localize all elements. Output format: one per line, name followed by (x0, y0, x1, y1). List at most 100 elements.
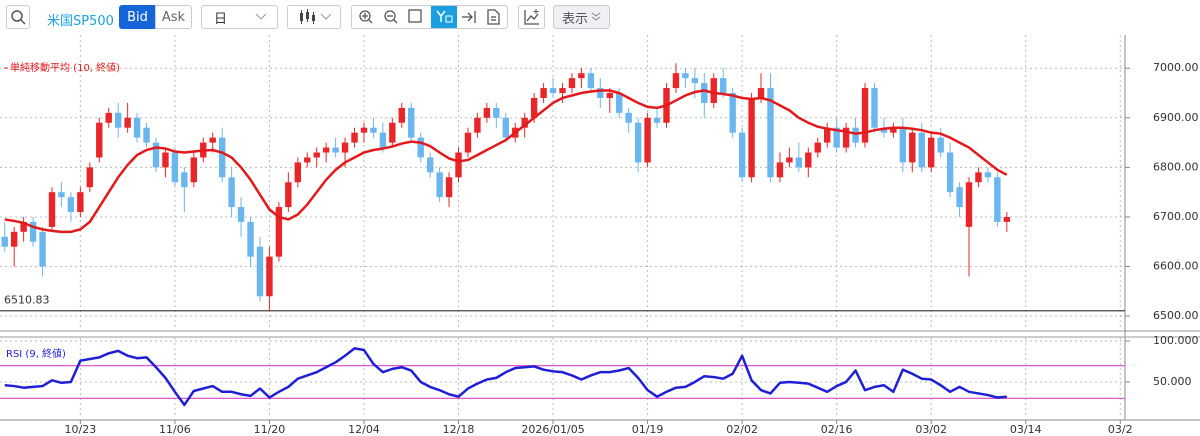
candle-body (275, 207, 283, 257)
candle-body (67, 197, 75, 212)
candle-body (710, 78, 717, 103)
candle-body (530, 97, 538, 118)
candle-body (682, 73, 689, 79)
candle-body (218, 137, 226, 178)
period-label: 日 (214, 11, 228, 27)
candle-body (871, 88, 878, 128)
legend-label: 単純移動平均 (10, 終値) (10, 61, 120, 74)
candle-body (946, 152, 954, 193)
candle-body (644, 117, 651, 163)
candle-body (360, 127, 368, 133)
candle-body (578, 73, 585, 79)
low-line-label: 6510.83 (4, 294, 50, 307)
candle-body (738, 132, 746, 178)
indicator-button[interactable] (518, 5, 545, 29)
candle-body (540, 88, 547, 98)
x-tick-label: 03/02 (915, 423, 947, 436)
candle-body (237, 207, 245, 222)
chevron (255, 13, 267, 20)
candle-body (294, 162, 301, 183)
y-tick-label: 6600.00 (1153, 260, 1199, 273)
candle-body (965, 182, 973, 227)
y-tick-label: 6800.00 (1153, 160, 1199, 173)
candle-body (795, 157, 803, 168)
bid-button[interactable]: Bid (119, 5, 156, 29)
y-tick-label: 6900.00 (1153, 111, 1199, 124)
y-tick-label: 100.000 (1153, 334, 1199, 347)
candle-body (634, 122, 642, 163)
candle-body (209, 137, 216, 143)
legend-label: RSI (9, 終値) (6, 347, 66, 360)
candle-body (152, 142, 160, 168)
candle-body (10, 231, 18, 247)
candle-body (124, 117, 131, 128)
candle-body (313, 152, 320, 158)
candle-body (559, 88, 566, 94)
candle-icon (300, 9, 315, 24)
candle-body (256, 246, 264, 297)
chevron (320, 13, 332, 20)
y-tick-label: 50.000 (1153, 375, 1192, 388)
candle-body (861, 88, 869, 143)
candle-body (720, 78, 727, 94)
candle-body (625, 112, 632, 123)
x-tick-label: 02/02 (726, 423, 758, 436)
candle-body (20, 221, 27, 232)
candle-body (445, 177, 453, 198)
chevron (591, 12, 601, 21)
chart-type-select[interactable] (287, 5, 341, 29)
candle-body (96, 122, 103, 158)
candle-body (332, 147, 339, 153)
candle-body (285, 182, 292, 208)
candle-body (701, 83, 708, 103)
candle-body (729, 93, 736, 133)
candle-body (937, 137, 944, 153)
period-select[interactable]: 日 (201, 5, 278, 29)
candle-body (304, 157, 311, 163)
candle-body (890, 127, 897, 133)
ask-button[interactable]: Ask (155, 5, 192, 29)
y-tick-label: 7000.00 (1153, 61, 1199, 74)
candle-body (247, 221, 254, 257)
display-select[interactable]: 表示 (553, 5, 610, 29)
candle-body (341, 142, 349, 153)
y-tick-label: 6500.00 (1153, 309, 1199, 322)
candle-body (653, 117, 661, 123)
candle-body (389, 122, 396, 143)
x-tick-label: 01/19 (632, 423, 664, 436)
candle-body (1003, 216, 1011, 222)
symbol[interactable]: 米国SP500 (47, 14, 114, 29)
candle-body (162, 152, 169, 168)
candle-body (909, 132, 916, 163)
candle-body (786, 157, 793, 163)
candle-body (228, 177, 235, 208)
tool-icons (359, 6, 500, 28)
candle-body (568, 78, 576, 89)
active-tool[interactable] (431, 6, 457, 28)
candle-body (417, 137, 424, 158)
candle-body (521, 117, 528, 128)
candle-body (379, 132, 387, 148)
candle-body (587, 73, 595, 89)
candle-body (455, 152, 462, 178)
x-tick-label: 2026/01/05 (521, 423, 584, 436)
candle-body (502, 117, 509, 138)
candle-body (322, 147, 330, 153)
tool-group (351, 5, 508, 29)
candle-body (994, 177, 1001, 222)
candle-body (48, 192, 56, 227)
candle-body (398, 107, 405, 123)
x-tick-label: 03/14 (1010, 423, 1042, 436)
rsi-line (4, 347, 1007, 407)
candle-body (370, 127, 377, 133)
candle-body (77, 192, 84, 212)
candle-body (436, 172, 443, 198)
x-tick-label: 11/20 (254, 423, 286, 436)
candle-body (597, 88, 604, 98)
candle-body (143, 127, 150, 143)
candle-body (105, 112, 112, 123)
candle-body (58, 192, 65, 198)
search-button[interactable] (6, 5, 30, 29)
